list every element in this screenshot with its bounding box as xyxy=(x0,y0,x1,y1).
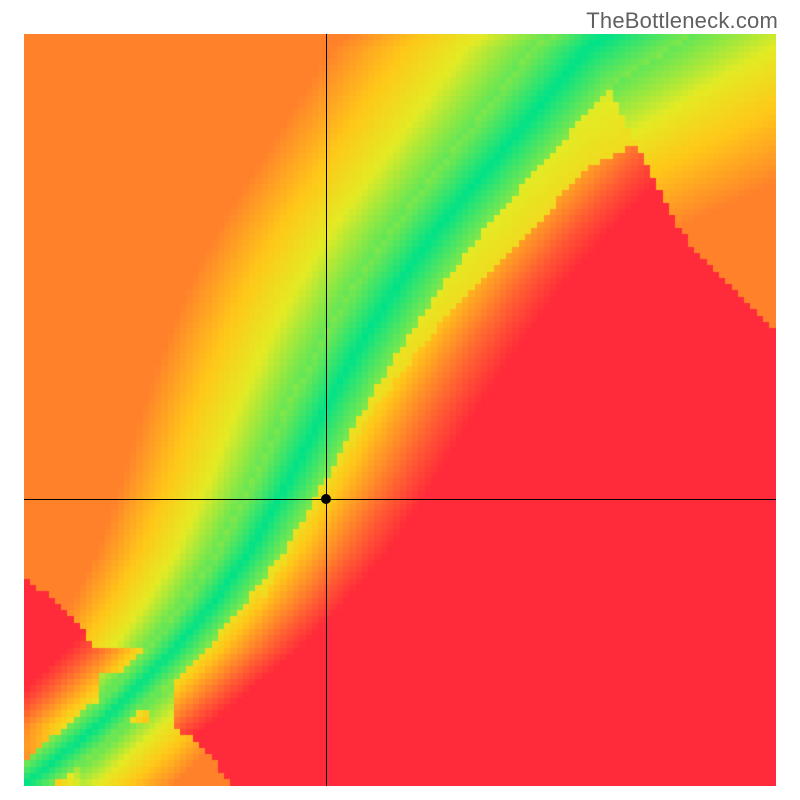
heatmap-canvas xyxy=(24,34,776,786)
watermark-text: TheBottleneck.com xyxy=(586,8,778,34)
crosshair-vertical xyxy=(326,34,327,786)
bottleneck-heatmap xyxy=(24,34,776,786)
crosshair-horizontal xyxy=(24,499,776,500)
crosshair-dot xyxy=(321,494,331,504)
